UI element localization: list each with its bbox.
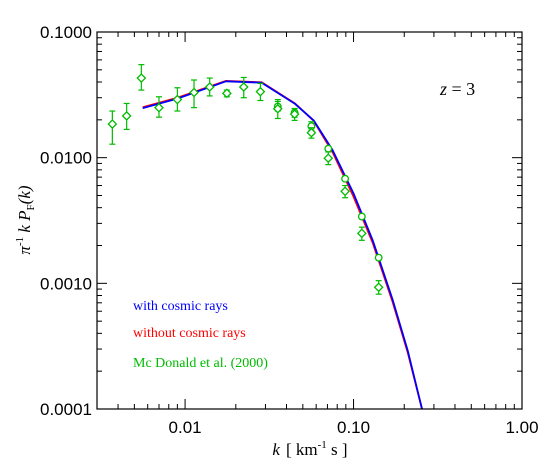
diamond-marker: [323, 153, 334, 164]
diamond-marker: [255, 86, 266, 97]
data-point: [204, 77, 215, 97]
axes: 0.01 0.10 1.00 0.0001 0.0010 0.0100 0.1000: [40, 23, 539, 437]
data-point: [374, 253, 383, 262]
circle-marker: [341, 174, 350, 183]
redshift-annotation: z = 3: [439, 79, 475, 99]
legend-entry-without-cosmic-rays: without cosmic rays: [133, 326, 246, 341]
diamond-marker: [356, 228, 367, 239]
diamond-marker: [238, 82, 249, 92]
circle-marker: [357, 212, 366, 221]
y-tick-label: 0.0010: [40, 274, 92, 293]
data-point: [189, 79, 199, 109]
diamond-marker: [373, 282, 384, 293]
legend: with cosmic rays without cosmic rays Mc …: [133, 299, 268, 371]
y-tick-label: 0.0001: [40, 400, 92, 419]
diamond-marker: [289, 109, 300, 120]
data-point: [172, 87, 183, 112]
data-point: [154, 96, 164, 118]
data-point: [221, 88, 232, 99]
data-point: [136, 64, 147, 91]
x-axis-label: k[ km-1 s ]: [272, 439, 347, 459]
plot-frame: [96, 31, 523, 410]
y-tick-label: 0.0100: [40, 149, 92, 168]
y-tick-label: 0.1000: [40, 23, 92, 42]
circle-marker: [324, 144, 333, 153]
data-point: [238, 76, 249, 99]
data-point: [272, 98, 283, 120]
data-point: [107, 110, 118, 145]
diamond-marker: [306, 127, 317, 138]
plot-series: [107, 64, 423, 409]
data-point: [121, 102, 132, 130]
data-point: [341, 174, 350, 183]
diamond-marker: [189, 87, 199, 98]
diamond-marker: [272, 103, 283, 114]
x-tick-label: 0.01: [169, 418, 202, 437]
diamond-marker: [172, 94, 183, 105]
diamond-marker: [154, 102, 164, 113]
diamond-marker: [204, 82, 215, 92]
data-point: [357, 212, 366, 221]
y-axis-label: π-1 k PF(k): [14, 185, 37, 254]
data-point: [306, 127, 317, 139]
data-point: [324, 144, 333, 153]
plot-area: [107, 64, 423, 409]
line-with-cosmic-rays: [142, 80, 423, 409]
data-point: [323, 151, 334, 166]
circle-marker: [374, 253, 383, 262]
diamond-marker: [221, 88, 232, 99]
data-point: [289, 107, 300, 121]
diamond-marker: [107, 119, 118, 130]
diamond-marker: [340, 186, 351, 197]
legend-entry-mcdonald-2000: Mc Donald et al. (2000): [133, 356, 268, 371]
x-tick-label: 1.00: [505, 418, 538, 437]
data-point: [255, 82, 266, 102]
diamond-marker: [121, 110, 132, 121]
data-point: [356, 226, 367, 241]
data-point: [373, 280, 384, 295]
diamond-marker: [136, 73, 147, 83]
x-tick-label: 0.10: [337, 418, 370, 437]
data-point: [340, 184, 351, 199]
legend-entry-with-cosmic-rays: with cosmic rays: [133, 299, 228, 314]
